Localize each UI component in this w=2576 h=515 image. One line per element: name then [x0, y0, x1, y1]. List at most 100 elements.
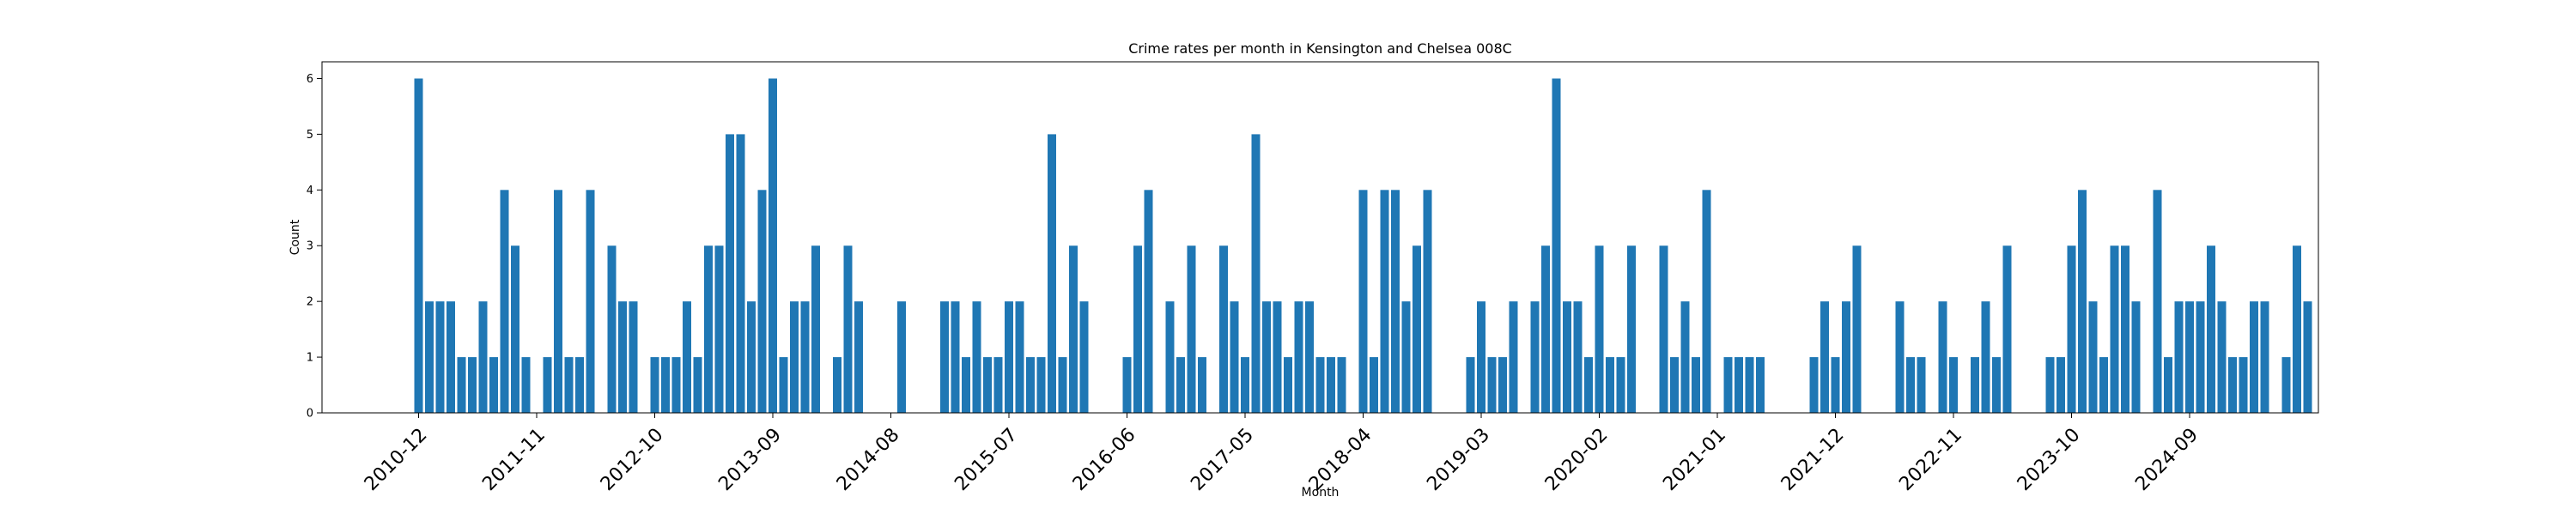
bar	[2164, 357, 2172, 413]
bar	[2303, 301, 2312, 413]
bar	[1627, 245, 1636, 413]
bar	[1069, 245, 1078, 413]
bar	[1584, 357, 1593, 413]
bar	[2153, 190, 2162, 414]
bar	[2196, 301, 2205, 413]
bar	[800, 301, 810, 413]
bar	[2228, 357, 2237, 413]
y-tick-label: 1	[307, 352, 313, 365]
bar	[1852, 245, 1862, 413]
bar	[726, 134, 734, 413]
bar	[1498, 357, 1507, 413]
y-tick-label: 3	[307, 240, 313, 253]
bar	[1176, 357, 1185, 413]
bar	[521, 357, 531, 413]
bar	[757, 190, 767, 414]
bar	[2185, 301, 2194, 413]
bar	[1262, 301, 1271, 413]
bar	[2057, 357, 2065, 413]
bar	[693, 357, 702, 413]
bar	[1327, 357, 1335, 413]
bar	[2239, 357, 2248, 413]
bar	[425, 301, 434, 413]
bar	[1315, 357, 1325, 413]
bar	[1809, 357, 1819, 413]
bar	[1723, 357, 1733, 413]
bar	[1756, 357, 1765, 413]
bar	[1842, 301, 1850, 413]
bar	[2217, 301, 2227, 413]
bar	[1401, 301, 1411, 413]
bar	[1413, 245, 1421, 413]
bar	[564, 357, 574, 413]
bar	[2002, 245, 2012, 413]
bar	[983, 357, 992, 413]
bar	[671, 357, 681, 413]
bar	[489, 357, 498, 413]
bar	[2131, 301, 2141, 413]
bar	[2045, 357, 2055, 413]
bar	[779, 357, 788, 413]
bar	[1702, 190, 1711, 414]
bar	[1219, 245, 1228, 413]
bar	[843, 245, 853, 413]
bar	[511, 245, 519, 413]
bar	[2110, 245, 2119, 413]
bar	[1079, 301, 1089, 413]
bar	[940, 301, 949, 413]
bar	[2250, 301, 2258, 413]
bar	[1294, 301, 1303, 413]
bar	[1981, 301, 1990, 413]
bar	[972, 301, 981, 413]
bar	[854, 301, 863, 413]
bar	[811, 245, 820, 413]
bar	[1251, 134, 1261, 413]
bar	[457, 357, 466, 413]
bar	[1895, 301, 1905, 413]
bar	[607, 245, 617, 413]
x-axis-label: Month	[1302, 486, 1340, 500]
bar	[2260, 301, 2269, 413]
bar	[468, 357, 477, 413]
bar	[2088, 301, 2098, 413]
bar	[1530, 301, 1540, 413]
bar	[1692, 357, 1700, 413]
bar	[1133, 245, 1142, 413]
bar	[2207, 245, 2215, 413]
bar	[1680, 301, 1690, 413]
plot-frame	[321, 61, 2319, 414]
chart-title: Crime rates per month in Kensington and …	[1128, 40, 1512, 57]
bar	[1595, 245, 1604, 413]
bar	[1971, 357, 1979, 413]
bar	[1938, 301, 1947, 413]
bar	[1573, 301, 1583, 413]
bar	[1144, 190, 1153, 414]
bar	[2174, 301, 2184, 413]
y-tick-label: 0	[307, 408, 313, 421]
bar	[962, 357, 970, 413]
bar	[951, 301, 960, 413]
bar	[554, 190, 562, 414]
bar	[1466, 357, 1475, 413]
bar	[1230, 301, 1239, 413]
bar	[1015, 301, 1024, 413]
bar	[1906, 357, 1915, 413]
y-axis-label: Count	[289, 219, 302, 255]
bar	[1005, 301, 1013, 413]
bar	[1831, 357, 1840, 413]
bar	[1058, 357, 1067, 413]
bar	[1284, 357, 1292, 413]
bar	[833, 357, 841, 413]
bar	[1423, 190, 1432, 414]
bar	[2067, 245, 2076, 413]
bar	[1305, 301, 1314, 413]
bar	[1563, 301, 1571, 413]
bar	[618, 301, 627, 413]
bar	[1370, 357, 1378, 413]
bar	[747, 301, 756, 413]
bar	[1358, 190, 1368, 414]
bar	[2281, 357, 2291, 413]
